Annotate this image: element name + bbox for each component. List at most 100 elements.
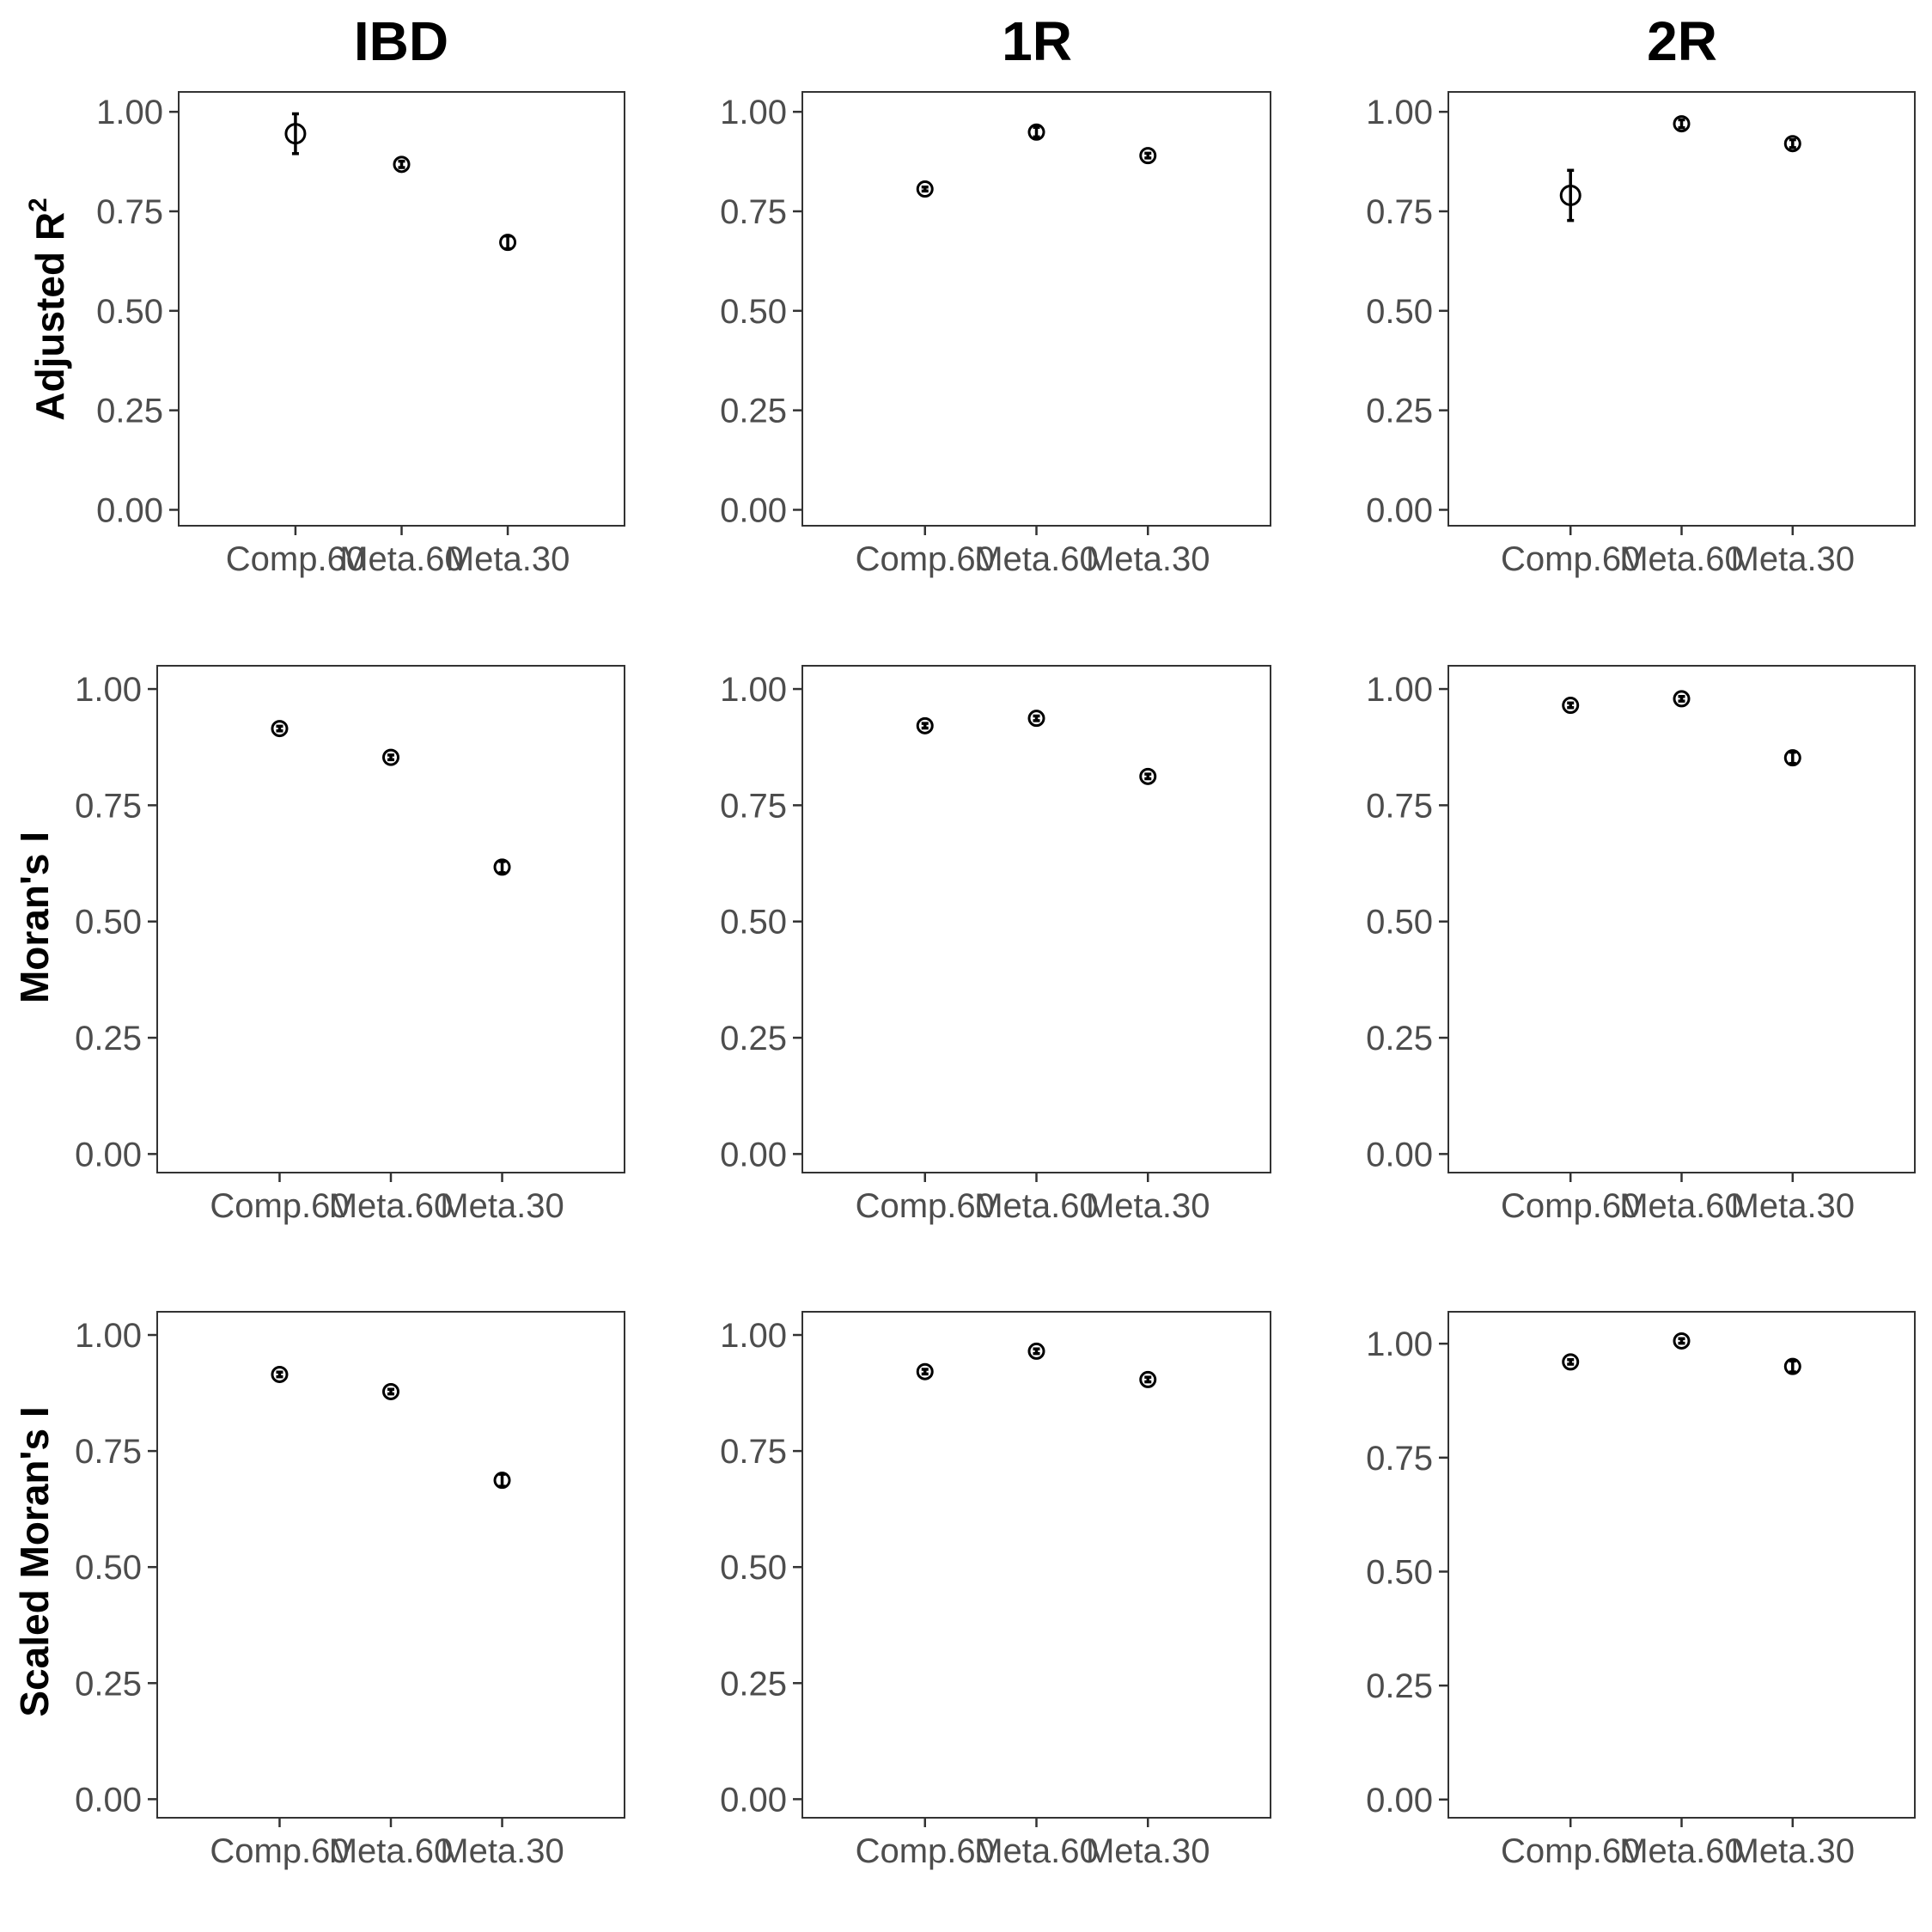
panel-frame xyxy=(1447,1311,1916,1819)
row-label-scaled-morans-i: Scaled Moran's I xyxy=(12,1406,57,1716)
data-point xyxy=(1139,1370,1157,1388)
y-tick-label: 0.25 xyxy=(720,1665,787,1703)
y-tick-label: 0.25 xyxy=(96,393,163,430)
panel-frame xyxy=(1447,665,1916,1173)
panel-r2-c1: 0.00 0.25 0.50 0.75 1.00 Comp.60Meta.60Meta.3… xyxy=(720,1311,1271,1870)
y-tick-label: 0.25 xyxy=(720,1020,787,1057)
x-tick-label: Meta.60 xyxy=(329,1832,454,1870)
x-tick-label: Comp.60 xyxy=(856,1187,995,1225)
x-tick-label: Meta.30 xyxy=(1731,1832,1856,1870)
y-tick-label: 1.00 xyxy=(75,1317,142,1355)
y-tick-label: 0.25 xyxy=(720,393,787,430)
y-tick-label: 0.75 xyxy=(96,193,163,231)
x-tick-label: Comp.60 xyxy=(210,1832,349,1870)
data-point xyxy=(284,123,307,145)
data-point xyxy=(1673,115,1691,133)
x-tick-label: Meta.30 xyxy=(1086,540,1210,578)
x-tick-label: Meta.30 xyxy=(446,540,570,578)
y-tick-label: 0.00 xyxy=(96,491,163,529)
y-tick-label: 0.75 xyxy=(75,1433,142,1471)
panel-frame xyxy=(1447,91,1916,527)
row-label-adjusted-r2-text: Adjusted R xyxy=(27,212,72,421)
panel-r1-c0: 0.00 0.25 0.50 0.75 1.00 Comp.60Meta.60Meta.3… xyxy=(75,665,625,1225)
panel-r0-c1: 0.00 0.25 0.50 0.75 1.00 Comp.60Meta.60Meta.3… xyxy=(720,91,1271,578)
y-tick-label: 1.00 xyxy=(96,94,163,131)
y-tick-label: 0.75 xyxy=(75,787,142,825)
panel-r2-c0: 0.00 0.25 0.50 0.75 1.00 Comp.60Meta.60Meta.3… xyxy=(75,1311,625,1870)
y-tick-label: 0.75 xyxy=(720,787,787,825)
y-tick-label: 0.50 xyxy=(720,293,787,331)
x-tick-label: Comp.60 xyxy=(226,540,365,578)
data-point xyxy=(382,1382,399,1400)
x-tick-label: Meta.30 xyxy=(1731,1187,1856,1225)
y-tick-label: 0.50 xyxy=(75,904,142,942)
x-tick-label: Meta.60 xyxy=(1619,540,1744,578)
x-tick-label: Meta.30 xyxy=(1086,1187,1210,1225)
data-point xyxy=(271,1365,289,1383)
x-tick-label: Meta.30 xyxy=(440,1832,564,1870)
y-tick-label: 0.25 xyxy=(75,1020,142,1057)
panel-r0-c0: 0.00 0.25 0.50 0.75 1.00 Comp.60Meta.60Meta.3… xyxy=(96,91,625,578)
data-point xyxy=(916,1362,934,1380)
panel-frame xyxy=(801,1311,1271,1819)
y-tick-label: 0.00 xyxy=(1366,491,1433,529)
y-tick-label: 0.50 xyxy=(720,1549,787,1587)
column-title-2r: 2R xyxy=(1647,10,1717,72)
panel-frame xyxy=(801,91,1271,527)
y-tick-label: 0.75 xyxy=(1366,787,1433,825)
data-point xyxy=(1027,710,1045,728)
column-title-ibd: IBD xyxy=(354,10,448,72)
y-tick-label: 0.00 xyxy=(1366,1136,1433,1173)
data-point xyxy=(916,180,934,198)
y-tick-label: 0.75 xyxy=(1366,193,1433,231)
y-tick-label: 1.00 xyxy=(75,671,142,709)
y-tick-label: 1.00 xyxy=(1366,1326,1433,1363)
x-tick-label: Meta.60 xyxy=(339,540,464,578)
column-title-1r: 1R xyxy=(1002,10,1072,72)
x-tick-label: Comp.60 xyxy=(1501,1832,1640,1870)
panel-frame xyxy=(801,665,1271,1173)
data-point xyxy=(493,1472,511,1490)
x-tick-label: Meta.60 xyxy=(974,1187,1099,1225)
data-point xyxy=(1027,1342,1045,1360)
x-tick-label: Comp.60 xyxy=(856,540,995,578)
y-tick-label: 0.00 xyxy=(1366,1782,1433,1819)
y-tick-label: 0.50 xyxy=(1366,293,1433,331)
data-point xyxy=(1783,1357,1801,1375)
data-point xyxy=(1673,1332,1691,1350)
data-point xyxy=(1559,184,1582,206)
panel-r0-c2: 0.00 0.25 0.50 0.75 1.00 Comp.60Meta.60Meta.3… xyxy=(1366,91,1916,578)
y-tick-label: 0.25 xyxy=(1366,1667,1433,1705)
y-tick-label: 0.50 xyxy=(1366,904,1433,942)
y-tick-label: 1.00 xyxy=(1366,671,1433,709)
data-point xyxy=(393,155,411,174)
panels: 0.000.250.500.751.00Comp.60Meta.60Meta.3… xyxy=(75,91,1916,1870)
y-tick-label: 1.00 xyxy=(720,1317,787,1355)
x-tick-label: Meta.60 xyxy=(974,1832,1099,1870)
x-tick-label: Meta.60 xyxy=(1619,1832,1744,1870)
data-point xyxy=(916,716,934,734)
panel-r1-c2: 0.00 0.25 0.50 0.75 1.00 Comp.60Meta.60Meta.3… xyxy=(1366,665,1916,1225)
y-tick-label: 0.75 xyxy=(720,1433,787,1471)
x-tick-label: Comp.60 xyxy=(210,1187,349,1225)
y-tick-label: 0.50 xyxy=(75,1549,142,1587)
row-label-morans-i: Moran's I xyxy=(12,832,57,1003)
y-tick-label: 0.25 xyxy=(1366,393,1433,430)
y-tick-label: 0.75 xyxy=(1366,1440,1433,1478)
panel-r2-c2: 0.00 0.25 0.50 0.75 1.00 Comp.60Meta.60Meta.3… xyxy=(1366,1311,1916,1870)
y-tick-label: 0.00 xyxy=(720,1781,787,1819)
row-label-adjusted-r2: Adjusted R2 xyxy=(24,198,72,420)
data-point xyxy=(499,234,517,252)
x-tick-label: Comp.60 xyxy=(1501,540,1640,578)
y-tick-label: 1.00 xyxy=(720,671,787,709)
y-tick-label: 0.50 xyxy=(720,904,787,942)
data-point xyxy=(382,748,399,766)
y-tick-label: 0.00 xyxy=(75,1136,142,1173)
data-point xyxy=(1783,135,1801,153)
y-tick-label: 1.00 xyxy=(720,94,787,131)
data-point xyxy=(1027,123,1045,141)
y-tick-label: 0.00 xyxy=(720,1136,787,1173)
y-tick-label: 0.50 xyxy=(96,293,163,331)
x-tick-label: Comp.60 xyxy=(1501,1187,1640,1225)
